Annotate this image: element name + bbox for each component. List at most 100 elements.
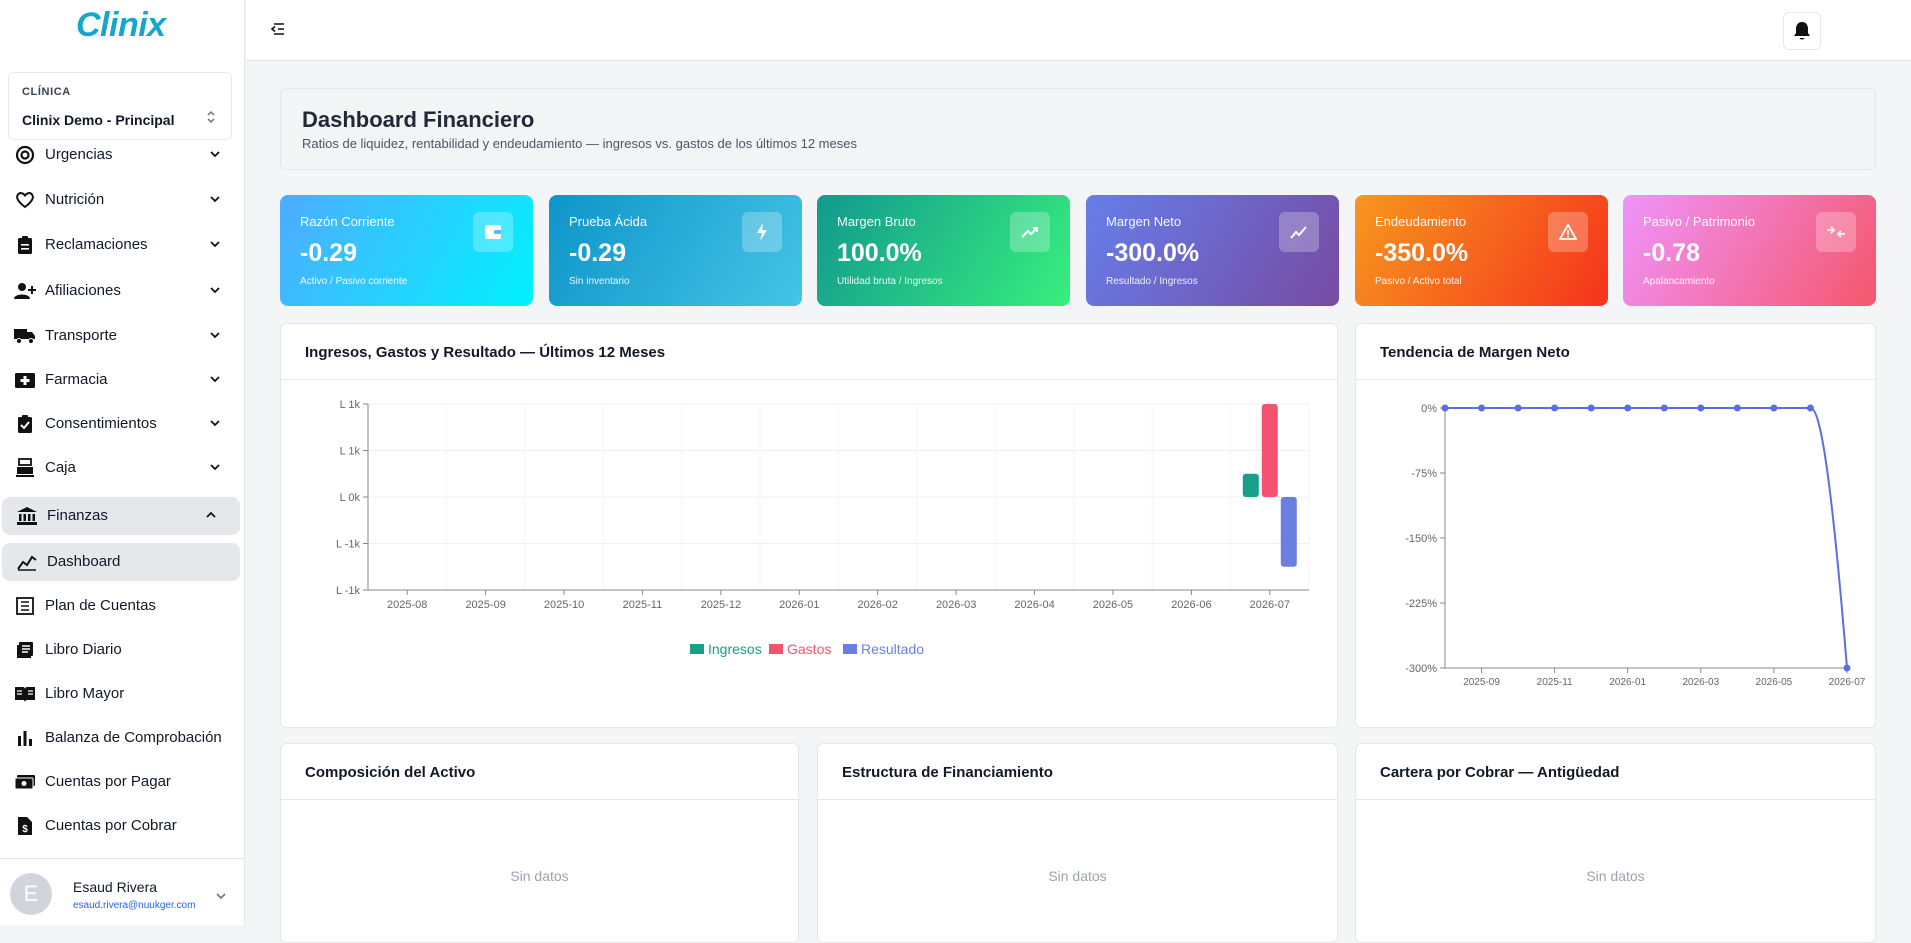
y-tick-label: L -1k: [336, 539, 361, 551]
kpi-subtitle: Sin inventario: [569, 276, 630, 287]
chevron-down-icon: [210, 376, 220, 383]
legend-swatch: [843, 644, 857, 654]
divider: [281, 379, 1337, 380]
sidebar-item-libro-mayor[interactable]: Libro Mayor: [0, 675, 244, 713]
user-menu[interactable]: E Esaud Rivera esaud.rivera@nuukger.com: [0, 858, 244, 925]
y-tick-label: L 0k: [340, 492, 361, 504]
x-tick-label: 2025-11: [1537, 677, 1573, 688]
margin-trend-chart-panel: Tendencia de Margen Neto 0% -75% -150% -225…: [1355, 323, 1876, 728]
bell-icon: [1794, 22, 1810, 40]
sidebar-item-plan-cuentas[interactable]: Plan de Cuentas: [0, 587, 244, 625]
x-tick-label: 2026-04: [1014, 599, 1054, 611]
invoice-dollar-icon: $: [14, 816, 36, 836]
chevron-down-icon: [210, 287, 220, 294]
notifications-button[interactable]: [1783, 12, 1821, 50]
line-chart: 0% -75% -150% -225% -300% 2025-09 2025-11 2026-…: [1405, 403, 1866, 688]
kpi-card-margen-bruto: Margen Bruto 100.0% Utilidad bruta / Ing…: [817, 195, 1070, 306]
clipboard-icon: [14, 235, 36, 255]
sidebar-item-urgencias[interactable]: Urgencias: [0, 136, 244, 174]
money-bill-icon: [14, 772, 36, 792]
legend-label: Resultado: [861, 641, 924, 657]
trending-up-icon: [1010, 212, 1050, 252]
chevron-down-icon: [210, 241, 220, 248]
bar-ingresos: [1242, 473, 1259, 497]
clinic-selector[interactable]: CLÍNICA Clinix Demo - Principal: [8, 72, 232, 140]
legend-swatch: [690, 644, 704, 654]
sidebar-item-label: Dashboard: [47, 553, 121, 570]
panel-title: Estructura de Financiamiento: [842, 764, 1053, 781]
x-tick-label: 2026-07: [1250, 599, 1290, 611]
bar-resultado: [1280, 497, 1297, 567]
data-point: [1478, 404, 1486, 412]
data-point: [1441, 404, 1449, 412]
kpi-label: Razón Corriente: [300, 214, 395, 229]
chevron-down-icon: [210, 332, 220, 339]
kpi-label: Margen Neto: [1106, 214, 1182, 229]
x-tick-label: 2025-09: [1463, 677, 1500, 688]
sidebar-item-cuentas-pagar[interactable]: Cuentas por Pagar: [0, 763, 244, 801]
sidebar-item-cuentas-cobrar[interactable]: $ Cuentas por Cobrar: [0, 807, 244, 845]
data-point: [1697, 404, 1705, 412]
chart-title: Ingresos, Gastos y Resultado — Últimos 1…: [305, 344, 666, 361]
asset-composition-panel: Composición del Activo Sin datos: [280, 743, 799, 943]
sidebar-item-label: Finanzas: [47, 507, 108, 524]
sidebar-item-transporte[interactable]: Transporte: [0, 317, 244, 355]
x-tick-label: 2026-01: [1609, 677, 1646, 688]
income-expense-chart-panel: Ingresos, Gastos y Resultado — Últimos 1…: [280, 323, 1338, 728]
sidebar-item-farmacia[interactable]: Farmacia: [0, 361, 244, 399]
data-point: [1514, 404, 1522, 412]
kpi-subtitle: Activo / Pasivo corriente: [300, 276, 408, 287]
kpi-value: -0.29: [300, 239, 357, 267]
chevron-down-icon: [210, 464, 220, 471]
sidebar-item-label: Urgencias: [45, 146, 113, 163]
y-tick-label: -150%: [1405, 533, 1437, 545]
wallet-icon: [473, 212, 513, 252]
x-tick-label: 2025-12: [701, 599, 741, 611]
panel-title: Cartera por Cobrar — Antigüedad: [1380, 764, 1620, 781]
sidebar-item-consentimientos[interactable]: Consentimientos: [0, 405, 244, 443]
kpi-subtitle: Pasivo / Activo total: [1375, 276, 1462, 287]
sidebar-item-label: Plan de Cuentas: [45, 597, 156, 614]
sidebar-item-libro-diario[interactable]: Libro Diario: [0, 631, 244, 669]
divider: [281, 799, 798, 800]
sidebar-item-label: Libro Mayor: [45, 685, 125, 702]
bar-chart: L 1k L 1k L 0k L -1k L -1k 2025-08 2025-09 2025…: [336, 399, 1310, 657]
y-tick-label: -225%: [1405, 598, 1437, 610]
avatar: E: [10, 873, 52, 915]
sidebar-item-caja[interactable]: Caja: [0, 449, 244, 487]
bolt-icon: [742, 212, 782, 252]
sidebar-collapse-icon[interactable]: [269, 21, 287, 37]
y-tick-label: L 1k: [340, 446, 361, 458]
sidebar-item-finanzas[interactable]: Finanzas: [2, 497, 240, 535]
kpi-card-razon-corriente: Razón Corriente -0.29 Activo / Pasivo co…: [280, 195, 533, 306]
user-email: esaud.rivera@nuukger.com: [73, 900, 196, 911]
page-title: Dashboard Financiero: [302, 107, 535, 132]
topbar: [246, 0, 1911, 61]
lifebuoy-icon: [14, 145, 36, 165]
receivables-aging-panel: Cartera por Cobrar — Antigüedad Sin dato…: [1355, 743, 1876, 943]
sidebar-item-dashboard[interactable]: Dashboard: [2, 543, 240, 581]
sidebar-item-label: Reclamaciones: [45, 236, 148, 253]
chart-line-icon: [1279, 212, 1319, 252]
panel-title: Composición del Activo: [305, 764, 476, 781]
sidebar: Clinix CLÍNICA Clinix Demo - Principal U…: [0, 0, 245, 925]
y-tick-label: -75%: [1411, 468, 1437, 480]
sidebar-item-nutricion[interactable]: Nutrición: [0, 181, 244, 219]
chart-line-icon: [16, 552, 38, 572]
bank-icon: [16, 506, 38, 526]
app-logo[interactable]: Clinix: [76, 6, 166, 44]
sidebar-item-label: Libro Diario: [45, 641, 122, 658]
kpi-subtitle: Apalancamiento: [1643, 276, 1715, 287]
sidebar-item-reclamaciones[interactable]: Reclamaciones: [0, 226, 244, 264]
kpi-value: 100.0%: [837, 239, 922, 267]
kpi-card-pasivo-patrimonio: Pasivo / Patrimonio -0.78 Apalancamiento: [1623, 195, 1876, 306]
legend-label: Ingresos: [708, 641, 762, 657]
data-point: [1770, 404, 1778, 412]
financing-structure-panel: Estructura de Financiamiento Sin datos: [817, 743, 1338, 943]
sidebar-item-afiliaciones[interactable]: Afiliaciones: [0, 272, 244, 310]
y-tick-label: L -1k: [336, 585, 361, 597]
sidebar-item-balanza[interactable]: Balanza de Comprobación: [0, 719, 244, 757]
medical-kit-icon: [14, 370, 36, 390]
sidebar-item-label: Nutrición: [45, 191, 105, 208]
warning-icon: [1548, 212, 1588, 252]
